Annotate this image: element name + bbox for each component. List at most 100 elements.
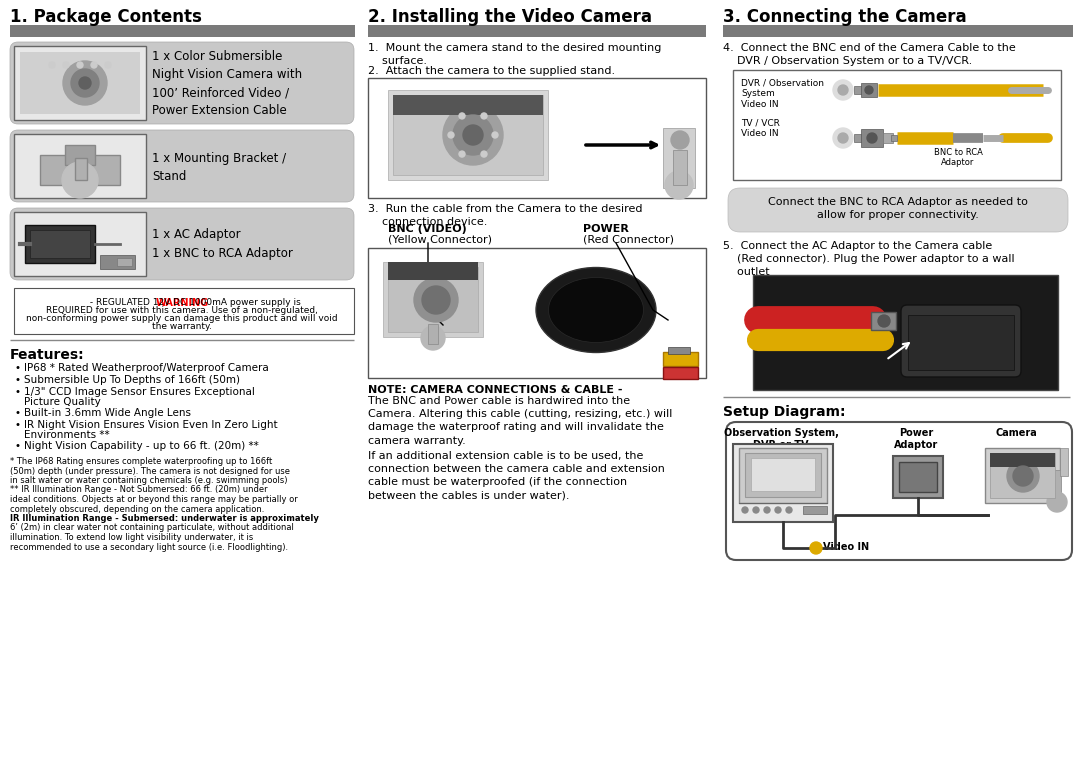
Bar [30, 230, 90, 258]
Bar [861, 83, 877, 97]
Circle shape [865, 86, 873, 94]
Text: IR Night Vision Ensures Vision Even In Zero Light: IR Night Vision Ensures Vision Even In Z… [24, 420, 278, 430]
Text: 3.  Run the cable from the Camera to the desired
    connection device.: 3. Run the cable from the Camera to the … [368, 204, 643, 227]
Bar [428, 324, 438, 344]
Text: •: • [14, 420, 21, 430]
Bar [745, 453, 821, 497]
Circle shape [443, 105, 503, 165]
Bar [861, 129, 883, 147]
Circle shape [49, 62, 55, 68]
Text: Environments **: Environments ** [24, 430, 110, 440]
Bar [14, 212, 146, 276]
Bar [25, 225, 95, 263]
Circle shape [459, 151, 465, 157]
Text: 1 x Mounting Bracket /
Stand: 1 x Mounting Bracket / Stand [152, 152, 286, 183]
Text: 1.  Mount the camera stand to the desired mounting
    surface.: 1. Mount the camera stand to the desired… [368, 43, 661, 66]
Circle shape [838, 85, 848, 95]
Text: Power
Adaptor: Power Adaptor [894, 428, 939, 450]
Text: Camera: Camera [995, 428, 1037, 438]
Text: Built-in 3.6mm Wide Angle Lens: Built-in 3.6mm Wide Angle Lens [24, 408, 191, 418]
Bar [751, 458, 815, 491]
Text: completely obscured, depending on the camera application.: completely obscured, depending on the ca… [10, 504, 265, 513]
FancyBboxPatch shape [10, 42, 354, 124]
Text: Night Vision Capability - up to 66 ft. (20m) **: Night Vision Capability - up to 66 ft. (… [24, 441, 259, 451]
Circle shape [867, 133, 877, 143]
Text: BNC (VIDEO): BNC (VIDEO) [388, 224, 467, 234]
Circle shape [1047, 492, 1067, 512]
Bar [393, 95, 543, 175]
Circle shape [775, 507, 781, 513]
Bar [854, 134, 862, 142]
Text: •: • [14, 441, 21, 451]
Bar [854, 86, 862, 94]
Bar [891, 135, 897, 141]
Bar [908, 315, 1014, 370]
Bar [40, 155, 120, 185]
Bar [75, 158, 87, 180]
Bar [14, 46, 146, 120]
Text: 1/3" CCD Image Sensor Ensures Exceptional: 1/3" CCD Image Sensor Ensures Exceptiona… [24, 387, 255, 397]
Circle shape [63, 62, 69, 68]
Circle shape [665, 171, 693, 199]
Text: •: • [14, 363, 21, 373]
Circle shape [91, 62, 97, 68]
Text: illumination. To extend low light visibility underwater, it is: illumination. To extend low light visibi… [10, 533, 253, 542]
Bar [804, 506, 827, 514]
Circle shape [481, 151, 487, 157]
Text: Video IN: Video IN [823, 542, 869, 552]
Text: * The IP68 Rating ensures complete waterproofing up to 166ft: * The IP68 Rating ensures complete water… [10, 457, 272, 466]
Circle shape [79, 77, 91, 89]
Circle shape [671, 131, 689, 149]
Text: 1. Package Contents: 1. Package Contents [10, 8, 202, 26]
Text: 2.  Attach the camera to the supplied stand.: 2. Attach the camera to the supplied sta… [368, 66, 616, 76]
Text: 2. Installing the Video Camera: 2. Installing the Video Camera [368, 8, 652, 26]
Bar [14, 134, 146, 198]
Bar [10, 25, 355, 37]
Text: POWER: POWER [583, 224, 629, 234]
Text: Setup Diagram:: Setup Diagram: [723, 405, 846, 419]
Circle shape [62, 162, 98, 198]
Text: Connect the BNC to RCA Adaptor as needed to
allow for proper connectivity.: Connect the BNC to RCA Adaptor as needed… [768, 197, 1028, 221]
Text: DVR / Observation
System
Video IN: DVR / Observation System Video IN [741, 78, 824, 109]
Circle shape [1007, 460, 1039, 492]
Bar [1053, 470, 1061, 500]
Text: REQUIRED for use with this camera. Use of a non-regulated,: REQUIRED for use with this camera. Use o… [46, 306, 318, 315]
Bar [368, 248, 706, 378]
Circle shape [463, 125, 483, 145]
Circle shape [459, 113, 465, 119]
Bar [663, 128, 696, 188]
Text: Observation System,
DVR or TV: Observation System, DVR or TV [724, 428, 838, 450]
Circle shape [833, 80, 853, 100]
Bar [739, 448, 827, 503]
Circle shape [77, 62, 83, 68]
Bar [1059, 448, 1068, 476]
Bar [388, 90, 548, 180]
Text: 6’ (2m) in clear water not containing particulate, without additional: 6’ (2m) in clear water not containing pa… [10, 523, 294, 533]
Text: ** IR Illumination Range - Not Submersed: 66 ft. (20m) under: ** IR Illumination Range - Not Submersed… [10, 485, 268, 494]
Bar [65, 145, 95, 165]
Text: •: • [14, 375, 21, 385]
Text: Picture Quality: Picture Quality [24, 397, 100, 407]
Bar [990, 453, 1055, 467]
Text: Features:: Features: [10, 348, 84, 362]
FancyBboxPatch shape [726, 422, 1072, 560]
Bar [383, 262, 483, 337]
Text: in salt water or water containing chemicals (e.g. swimming pools): in salt water or water containing chemic… [10, 476, 287, 485]
Text: •: • [14, 387, 21, 397]
Bar [733, 70, 1061, 180]
Circle shape [492, 132, 498, 138]
Circle shape [448, 132, 454, 138]
Circle shape [63, 61, 107, 105]
Bar [117, 258, 132, 266]
Ellipse shape [549, 278, 644, 343]
Circle shape [833, 128, 853, 148]
Text: (Red Connector): (Red Connector) [583, 234, 674, 244]
Circle shape [414, 278, 458, 322]
Text: 1 x Color Submersible
Night Vision Camera with
100’ Reinforced Video /
Power Ext: 1 x Color Submersible Night Vision Camer… [152, 50, 302, 117]
Bar [753, 275, 1058, 390]
Text: WARNING: WARNING [156, 298, 208, 308]
Text: NOTE: CAMERA CONNECTIONS & CABLE -: NOTE: CAMERA CONNECTIONS & CABLE - [368, 385, 622, 395]
Bar [368, 78, 706, 198]
Bar [100, 255, 135, 269]
Bar [883, 133, 893, 143]
